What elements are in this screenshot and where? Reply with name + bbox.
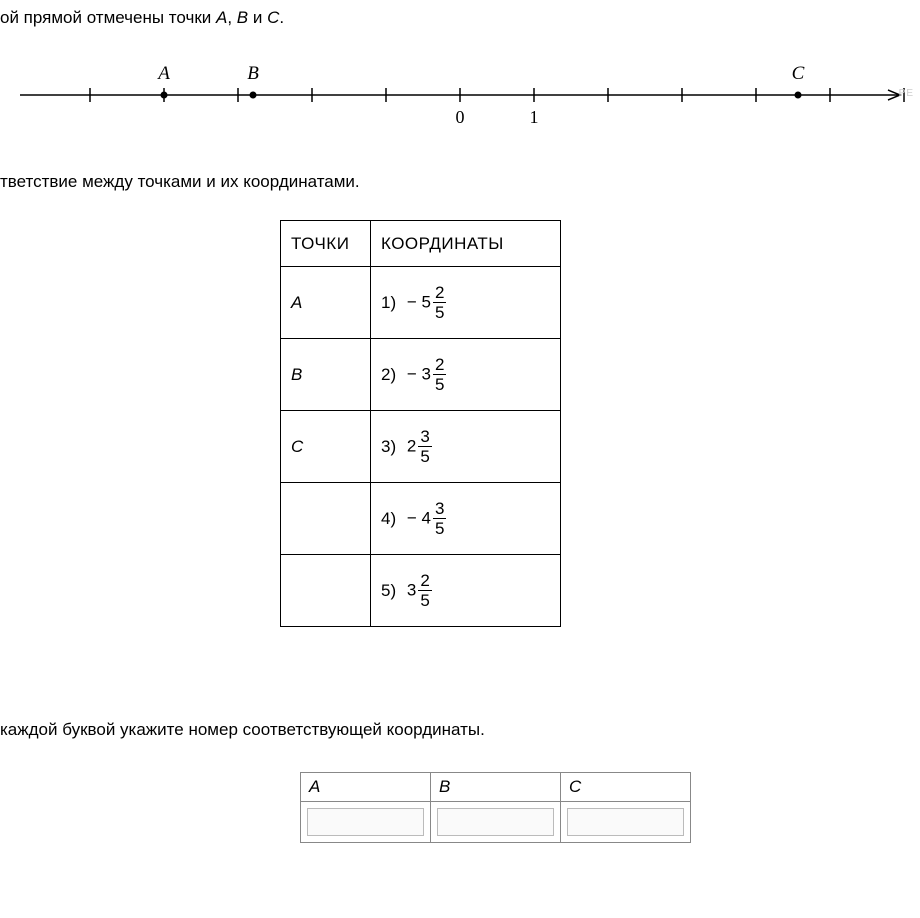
answer-input-b[interactable]	[437, 808, 554, 836]
problem-text-1: ой прямой отмечены точки A, B и C.	[0, 8, 284, 28]
table-row: B2) − 325	[281, 339, 561, 411]
point-c	[795, 92, 802, 99]
coord-cell: 1) − 525	[371, 267, 561, 339]
point-cell: C	[281, 411, 371, 483]
point-label-c: C	[792, 63, 805, 84]
answer-label-a: A	[301, 773, 431, 802]
answer-label-c: C	[561, 773, 691, 802]
answer-cell-c	[561, 802, 691, 843]
point-b	[250, 92, 257, 99]
coord-cell: 4) − 435	[371, 483, 561, 555]
text-fragment: ,	[227, 8, 236, 27]
axis-label-0: 0	[456, 107, 465, 127]
point-cell: B	[281, 339, 371, 411]
text-fragment: и	[248, 8, 267, 27]
number-line: 0 1 A B C	[0, 48, 920, 138]
answer-input-c[interactable]	[567, 808, 684, 836]
table-row: 4) − 435	[281, 483, 561, 555]
coord-cell: 2) − 325	[371, 339, 561, 411]
point-label-b: B	[247, 63, 259, 84]
point-label-a: A	[156, 63, 170, 84]
answer-cell-b	[431, 802, 561, 843]
table-row: A1) − 525	[281, 267, 561, 339]
coordinates-table: ТОЧКИ КООРДИНАТЫ A1) − 525B2) − 325C3) 2…	[280, 220, 561, 627]
answer-label-b: B	[431, 773, 561, 802]
point-ref-b: B	[237, 8, 248, 27]
text-fragment: ой прямой отмечены точки	[0, 8, 216, 27]
watermark: РЕ	[899, 88, 914, 99]
point-cell	[281, 555, 371, 627]
answer-input-a[interactable]	[307, 808, 424, 836]
point-cell	[281, 483, 371, 555]
coord-cell: 3) 235	[371, 411, 561, 483]
col-header-points: ТОЧКИ	[281, 221, 371, 267]
table-row: C3) 235	[281, 411, 561, 483]
point-ref-c: C	[267, 8, 279, 27]
answer-cell-a	[301, 802, 431, 843]
point-a	[161, 92, 168, 99]
table-row: 5) 325	[281, 555, 561, 627]
coord-cell: 5) 325	[371, 555, 561, 627]
axis-label-1: 1	[530, 107, 539, 127]
answer-table: ABC	[300, 772, 691, 843]
col-header-coords: КООРДИНАТЫ	[371, 221, 561, 267]
problem-text-2: тветствие между точками и их координатам…	[0, 172, 360, 192]
text-fragment: .	[279, 8, 284, 27]
point-cell: A	[281, 267, 371, 339]
point-ref-a: A	[216, 8, 227, 27]
problem-text-3: каждой буквой укажите номер соответствую…	[0, 720, 485, 740]
